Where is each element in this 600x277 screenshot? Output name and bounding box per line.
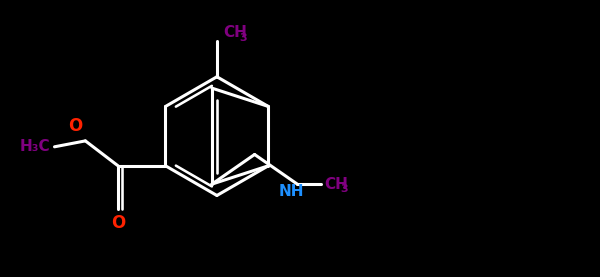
Text: O: O — [111, 214, 125, 232]
Text: O: O — [68, 117, 82, 135]
Text: 3: 3 — [340, 184, 347, 194]
Text: CH: CH — [223, 25, 247, 40]
Text: CH: CH — [324, 177, 348, 192]
Text: NH: NH — [279, 184, 304, 199]
Text: 3: 3 — [239, 33, 247, 43]
Text: H₃C: H₃C — [19, 139, 50, 154]
